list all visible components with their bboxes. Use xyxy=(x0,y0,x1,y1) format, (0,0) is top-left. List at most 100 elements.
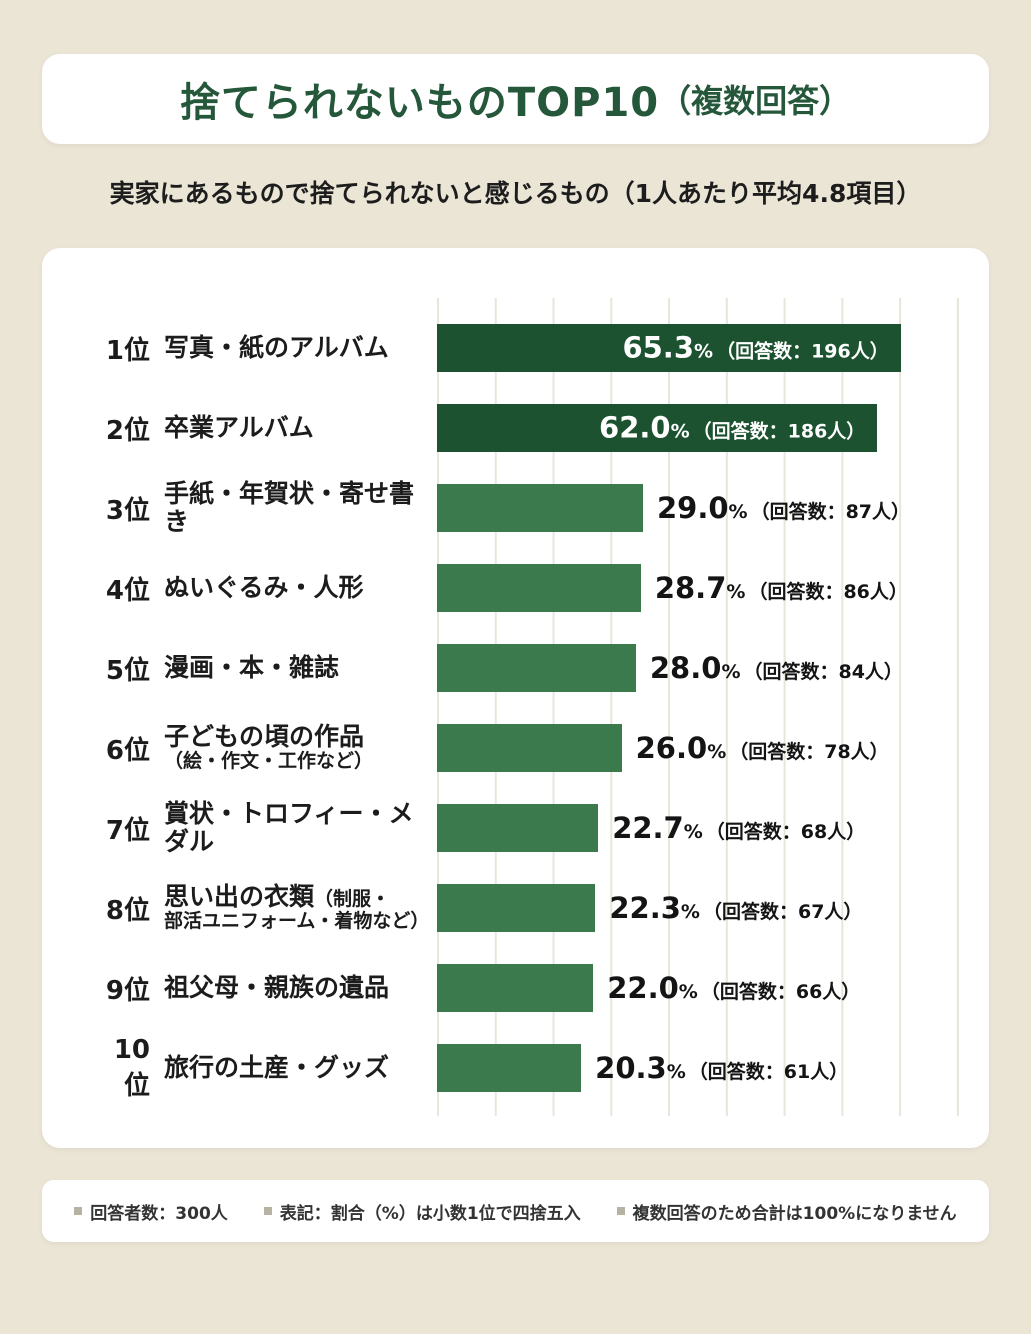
bar: 65.3% （回答数：196人） xyxy=(437,324,901,372)
rank-label: 2位 xyxy=(105,415,150,446)
value-label: 22.3% （回答数：67人） xyxy=(609,890,863,925)
rank-label: 3位 xyxy=(105,495,150,526)
chart-row: 8位 思い出の衣類（制服・ 部活ユニフォーム・着物など） 22.3% （回答数：67人） xyxy=(92,868,959,948)
rank-label: 10位 xyxy=(113,1034,150,1101)
value-label: 65.3% （回答数：196人） xyxy=(622,330,889,365)
page-title-paren: （複数回答） xyxy=(659,82,852,120)
bar-zone: 22.3% （回答数：67人） xyxy=(437,884,959,932)
percent-sign: % xyxy=(694,340,714,363)
item-label-main: 子どもの頃の作品 xyxy=(164,722,365,752)
bar xyxy=(437,644,636,692)
value-number: 20.3 xyxy=(595,1050,667,1085)
item-label-main: 手紙・年賀状・寄せ書き xyxy=(164,479,415,536)
infographic-background: { "header": { "title_main": "捨てられないものTOP… xyxy=(0,54,1031,1334)
percent-sign: % xyxy=(678,980,698,1003)
bar xyxy=(437,1044,582,1092)
footer-card: 回答者数：300人 表記：割合（%）は小数1位で四捨五入 複数回答のため合計は100… xyxy=(42,1180,989,1242)
respondent-count: （回答数：67人） xyxy=(702,900,863,923)
percent-sign: % xyxy=(721,660,741,683)
bar-zone: 28.0% （回答数：84人） xyxy=(437,644,959,692)
respondent-count: （回答数：68人） xyxy=(705,820,866,843)
percent-sign: % xyxy=(666,1060,686,1083)
value-number: 65.3 xyxy=(622,330,695,365)
chart-row: 10位 旅行の土産・グッズ 20.3% （回答数：61人） xyxy=(92,1028,959,1108)
footer-note: 表記：割合（%）は小数1位で四捨五入 xyxy=(264,1199,581,1224)
respondent-count: （回答数：61人） xyxy=(688,1060,849,1083)
item-label: 思い出の衣類（制服・ 部活ユニフォーム・着物など） xyxy=(164,883,437,932)
value-number: 22.3 xyxy=(609,890,681,925)
title-card: 捨てられないものTOP10 （複数回答） xyxy=(42,54,989,144)
value-label: 22.7% （回答数：68人） xyxy=(612,813,866,843)
item-label-sub: 部活ユニフォーム・着物など） xyxy=(164,910,430,933)
item-label-main: 卒業アルバム xyxy=(164,413,314,442)
value-label: 28.7% （回答数：86人） xyxy=(654,570,908,605)
item-label: 祖父母・親族の遺品 xyxy=(164,974,437,1002)
percent-sign: % xyxy=(728,500,748,523)
chart-row: 2位 卒業アルバム 62.0% （回答数：186人） xyxy=(92,388,959,468)
rank-label: 7位 xyxy=(105,815,150,846)
bar-zone: 26.0% （回答数：78人） xyxy=(437,724,959,772)
bar-zone: 22.7% （回答数：68人） xyxy=(437,804,959,852)
item-label-main: 思い出の衣類 xyxy=(164,882,315,912)
bar-zone: 29.0% （回答数：87人） xyxy=(437,484,959,532)
value-number: 62.0 xyxy=(599,410,671,445)
item-label-small: （制服・ xyxy=(314,888,391,911)
item-label: ぬいぐるみ・人形 xyxy=(164,574,437,602)
respondent-count: （回答数：84人） xyxy=(743,660,903,683)
chart-card: 1位 写真・紙のアルバム 65.3% （回答数：196人） 2位 卒業アルバム 62.0% （… xyxy=(42,248,989,1148)
value-number: 28.7 xyxy=(654,570,727,605)
item-label-main: 旅行の土産・グッズ xyxy=(164,1053,390,1082)
respondent-count: （回答数：186人） xyxy=(692,420,866,443)
bar xyxy=(437,804,599,852)
percent-sign: % xyxy=(707,740,727,763)
value-number: 22.0 xyxy=(607,970,679,1005)
value-label: 29.0% （回答数：87人） xyxy=(657,493,910,523)
footer-notes: 回答者数：300人 表記：割合（%）は小数1位で四捨五入 複数回答のため合計は100… xyxy=(74,1199,956,1224)
respondent-count: （回答数：66人） xyxy=(700,980,861,1003)
bar-zone: 22.0% （回答数：66人） xyxy=(437,964,959,1012)
percent-sign: % xyxy=(683,820,703,843)
bar-zone: 62.0% （回答数：186人） xyxy=(437,404,959,452)
item-label: 卒業アルバム xyxy=(164,414,437,442)
value-label: 22.0% （回答数：66人） xyxy=(607,970,861,1005)
rank-label: 5位 xyxy=(105,655,150,686)
value-label: 20.3% （回答数：61人） xyxy=(595,1050,849,1085)
respondent-count: （回答数：86人） xyxy=(748,580,908,603)
rank-label: 9位 xyxy=(105,975,150,1006)
value-number: 28.0 xyxy=(649,650,722,685)
item-label: 手紙・年賀状・寄せ書き xyxy=(164,480,437,536)
value-label: 62.0% （回答数：186人） xyxy=(599,410,866,445)
bar-zone: 28.7% （回答数：86人） xyxy=(437,564,959,612)
chart-row: 1位 写真・紙のアルバム 65.3% （回答数：196人） xyxy=(92,308,959,388)
bar xyxy=(437,964,594,1012)
chart-row: 4位 ぬいぐるみ・人形 28.7% （回答数：86人） xyxy=(92,548,959,628)
item-label: 賞状・トロフィー・メダル xyxy=(164,800,437,856)
item-label-main: ぬいぐるみ・人形 xyxy=(164,573,364,602)
value-label: 26.0% （回答数：78人） xyxy=(635,730,889,765)
respondent-count: （回答数：196人） xyxy=(716,340,889,363)
item-label: 子どもの頃の作品 （絵・作文・工作など） xyxy=(164,723,437,772)
chart-row: 9位 祖父母・親族の遺品 22.0% （回答数：66人） xyxy=(92,948,959,1028)
item-label-main: 漫画・本・雑誌 xyxy=(164,653,340,682)
bar xyxy=(437,884,596,932)
rank-label: 1位 xyxy=(105,335,150,366)
percent-sign: % xyxy=(726,580,746,603)
bar xyxy=(437,484,643,532)
item-label-main: 賞状・トロフィー・メダル xyxy=(164,799,414,856)
item-label: 旅行の土産・グッズ xyxy=(164,1054,437,1082)
bar: 62.0% （回答数：186人） xyxy=(437,404,878,452)
rank-label: 8位 xyxy=(105,895,150,926)
item-label-main: 写真・紙のアルバム xyxy=(164,333,389,362)
chart-row: 3位 手紙・年賀状・寄せ書き 29.0% （回答数：87人） xyxy=(92,468,959,548)
footer-note: 回答者数：300人 xyxy=(74,1199,228,1224)
value-number: 26.0 xyxy=(635,730,708,765)
chart-rows: 1位 写真・紙のアルバム 65.3% （回答数：196人） 2位 卒業アルバム 62.0% （… xyxy=(92,308,959,1108)
rank-label: 4位 xyxy=(105,575,150,606)
bar-zone: 65.3% （回答数：196人） xyxy=(437,324,959,372)
item-label: 写真・紙のアルバム xyxy=(164,334,437,362)
bar-zone: 20.3% （回答数：61人） xyxy=(437,1044,959,1092)
bar xyxy=(437,564,641,612)
value-label: 28.0% （回答数：84人） xyxy=(649,650,903,685)
respondent-count: （回答数：78人） xyxy=(729,740,889,763)
rank-label: 6位 xyxy=(105,735,150,766)
